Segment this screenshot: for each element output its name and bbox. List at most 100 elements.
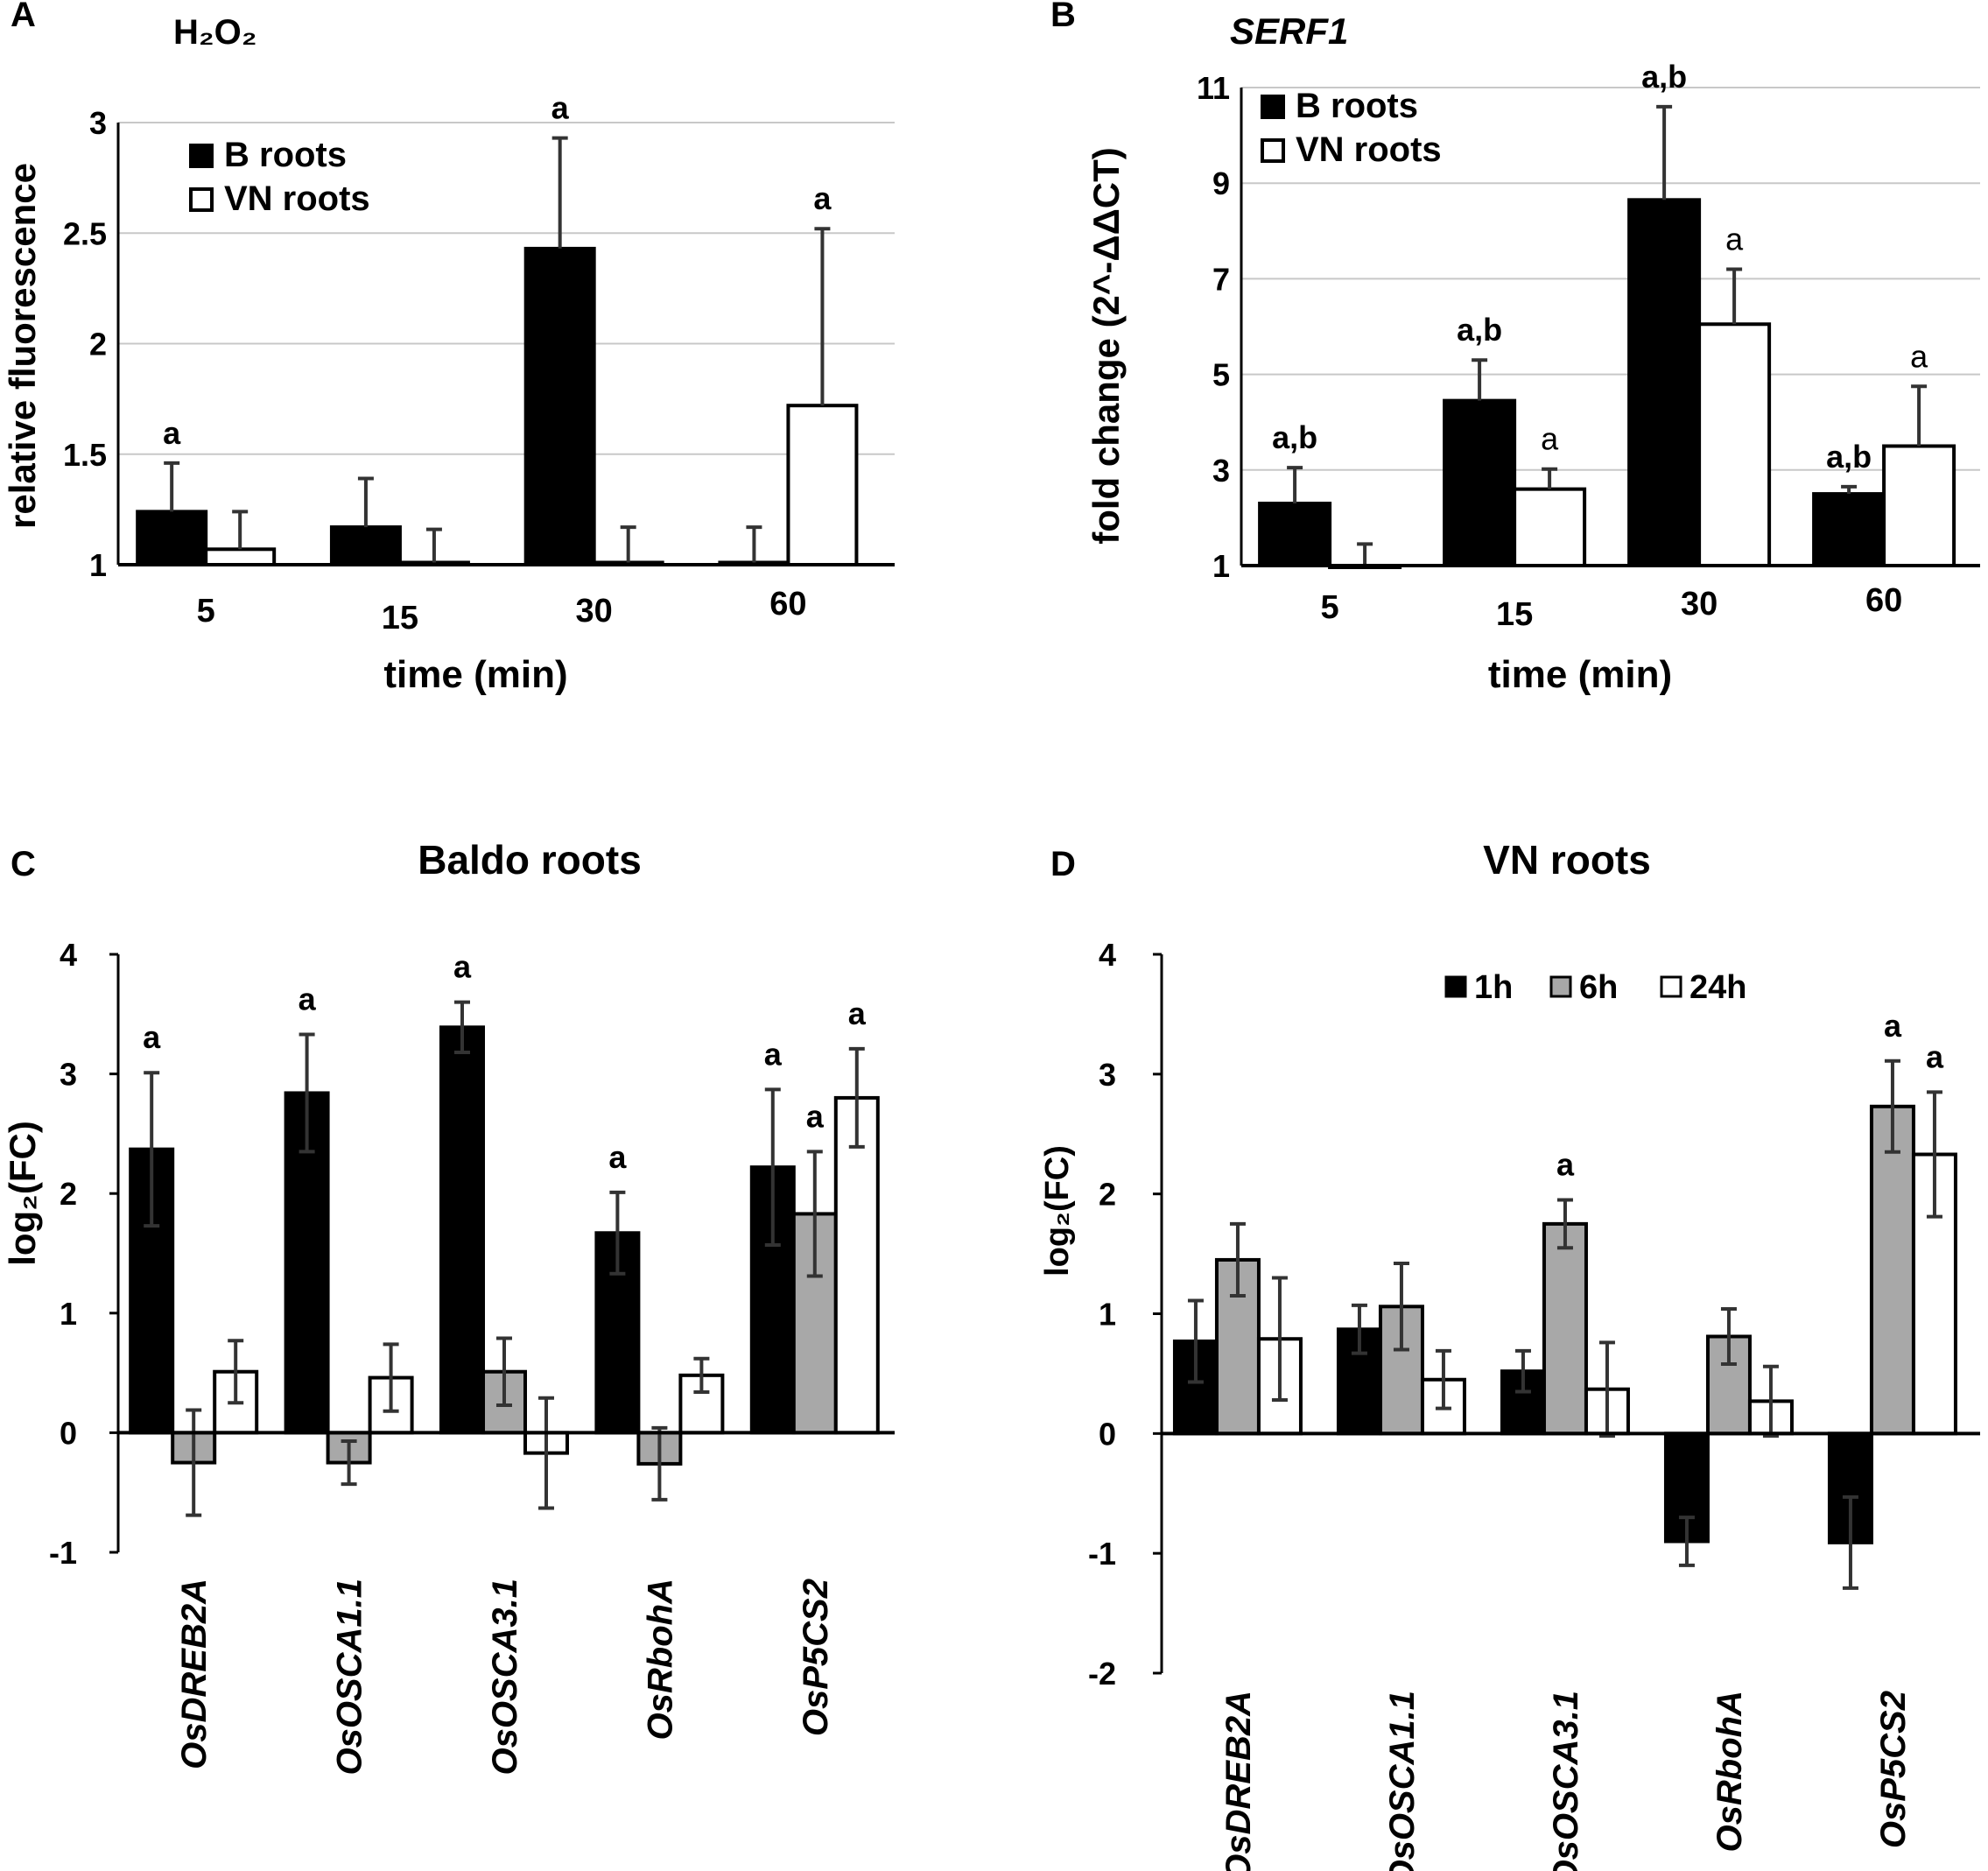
category-label: 30 xyxy=(1681,586,1718,622)
bar xyxy=(523,246,596,566)
bar xyxy=(1869,1104,1915,1436)
significance-label: a,b xyxy=(1457,312,1502,348)
legend-swatch xyxy=(1660,975,1682,998)
category-label: OsOSCA1.1 xyxy=(331,1579,369,1776)
legend-swatch xyxy=(1444,975,1467,998)
significance-label: a xyxy=(163,415,181,451)
legend-label: VN roots xyxy=(1296,130,1442,169)
y-tick-label: 11 xyxy=(1197,70,1230,106)
legend-label: VN roots xyxy=(224,179,370,218)
significance-label: a xyxy=(551,90,570,126)
y-tick-label: 3 xyxy=(60,1057,77,1093)
panel-d-title: VN roots xyxy=(1483,837,1651,883)
y-tick-label: 1 xyxy=(89,547,107,583)
legend-label: 6h xyxy=(1579,969,1618,1006)
legend-swatch xyxy=(189,144,214,168)
y-tick-label: 3 xyxy=(1099,1057,1116,1093)
significance-label: a xyxy=(813,180,832,216)
y-tick-label: 1 xyxy=(60,1296,77,1332)
y-tick-label: 5 xyxy=(1212,357,1230,393)
bar xyxy=(1627,198,1702,567)
significance-label: a xyxy=(1884,1008,1902,1044)
legend-swatch xyxy=(189,187,214,212)
bar xyxy=(204,547,277,567)
significance-label: a,b xyxy=(1826,439,1872,475)
significance-label: a,b xyxy=(1272,419,1317,455)
y-tick-label: -1 xyxy=(49,1535,77,1571)
significance-label: a xyxy=(1926,1038,1944,1074)
significance-label: a xyxy=(608,1139,627,1175)
significance-label: a xyxy=(1556,1147,1575,1183)
y-tick-label: 1.5 xyxy=(63,437,107,473)
category-label: OsP5CS2 xyxy=(1874,1691,1913,1848)
y-tick-label: 2 xyxy=(60,1176,77,1212)
category-label: OsDREB2A xyxy=(175,1579,214,1769)
significance-label: a xyxy=(143,1019,161,1055)
category-label: OsOSCA1.1 xyxy=(1383,1691,1422,1871)
significance-label: a xyxy=(453,949,472,985)
y-tick-label: -1 xyxy=(1088,1536,1116,1572)
category-label: 30 xyxy=(576,593,613,630)
panel-a-chart: A H₂O₂ 1 1.5 2 2.5 3 a 5 15 a 30 a 60 time (min) rela… xyxy=(2,0,895,696)
panel-d-letter: D xyxy=(1050,845,1076,883)
y-tick-label: 3 xyxy=(89,105,107,141)
category-label: OsOSCA3.1 xyxy=(486,1579,524,1776)
category-label: 5 xyxy=(1321,589,1339,626)
bar xyxy=(136,510,208,567)
category-label: 15 xyxy=(382,600,418,637)
bar xyxy=(329,525,402,567)
y-tick-label: 0 xyxy=(1099,1416,1116,1452)
legend-label: 1h xyxy=(1474,969,1513,1006)
legend-swatch xyxy=(1549,975,1572,998)
category-label: 15 xyxy=(1496,596,1533,633)
y-tick-label: 2.5 xyxy=(63,215,107,251)
y-tick-label: 9 xyxy=(1212,165,1230,201)
legend-label: B roots xyxy=(224,136,347,174)
legend-swatch xyxy=(1261,138,1285,163)
panel-a-letter: A xyxy=(11,0,36,34)
bar xyxy=(1258,502,1332,568)
panel-c-title: Baldo roots xyxy=(418,837,642,883)
y-tick-label: -2 xyxy=(1088,1656,1116,1692)
significance-label: a xyxy=(299,981,317,1017)
y-tick-label: 1 xyxy=(1212,548,1230,584)
category-label: 5 xyxy=(197,593,215,630)
significance-label: a xyxy=(1910,338,1928,374)
y-tick-label: 0 xyxy=(60,1415,77,1451)
bar xyxy=(439,1025,485,1435)
category-label: OsP5CS2 xyxy=(797,1579,835,1736)
y-axis-label: relative fluorescence xyxy=(2,163,43,529)
y-tick-label: 2 xyxy=(1099,1177,1116,1213)
category-label: 60 xyxy=(769,586,806,622)
significance-label: a xyxy=(1541,421,1559,457)
y-tick-label: 4 xyxy=(1099,937,1116,973)
y-tick-label: 1 xyxy=(1099,1297,1116,1333)
legend-label: B roots xyxy=(1296,87,1418,125)
significance-label: a xyxy=(764,1036,783,1072)
legend-label: 24h xyxy=(1689,969,1746,1006)
significance-label: a xyxy=(806,1098,825,1134)
legend-swatch xyxy=(1261,95,1285,119)
panel-d-chart: D VN roots -2 -1 0 1 2 3 4 OsDREB2A OsOSCA1.1 a Os… xyxy=(1039,837,1980,1871)
bar xyxy=(786,404,859,567)
bar xyxy=(1443,398,1517,567)
bar xyxy=(1513,487,1587,568)
panel-b-chart: B SERF1 1 3 5 7 9 11 a,b 5 a,b a 15 a,b a 30 a,b a 60 tim… xyxy=(1050,0,1980,696)
x-axis-label: time (min) xyxy=(383,653,567,696)
bar xyxy=(1542,1221,1588,1436)
x-axis-label: time (min) xyxy=(1488,653,1672,696)
y-axis-label: log₂(FC) xyxy=(2,1121,43,1266)
panel-a-title: H₂O₂ xyxy=(173,13,257,52)
panel-c-letter: C xyxy=(11,845,36,883)
y-tick-label: 2 xyxy=(89,327,107,362)
bar xyxy=(1697,322,1772,567)
y-tick-label: 3 xyxy=(1212,453,1230,489)
panel-b-title: SERF1 xyxy=(1230,11,1348,52)
bar xyxy=(1812,492,1886,567)
category-label: OsRbohA xyxy=(641,1579,679,1740)
category-label: OsRbohA xyxy=(1711,1691,1749,1852)
category-label: OsOSCA3.1 xyxy=(1547,1691,1585,1871)
significance-label: a,b xyxy=(1641,59,1687,95)
category-label: OsDREB2A xyxy=(1219,1691,1258,1871)
significance-label: a xyxy=(848,995,867,1031)
